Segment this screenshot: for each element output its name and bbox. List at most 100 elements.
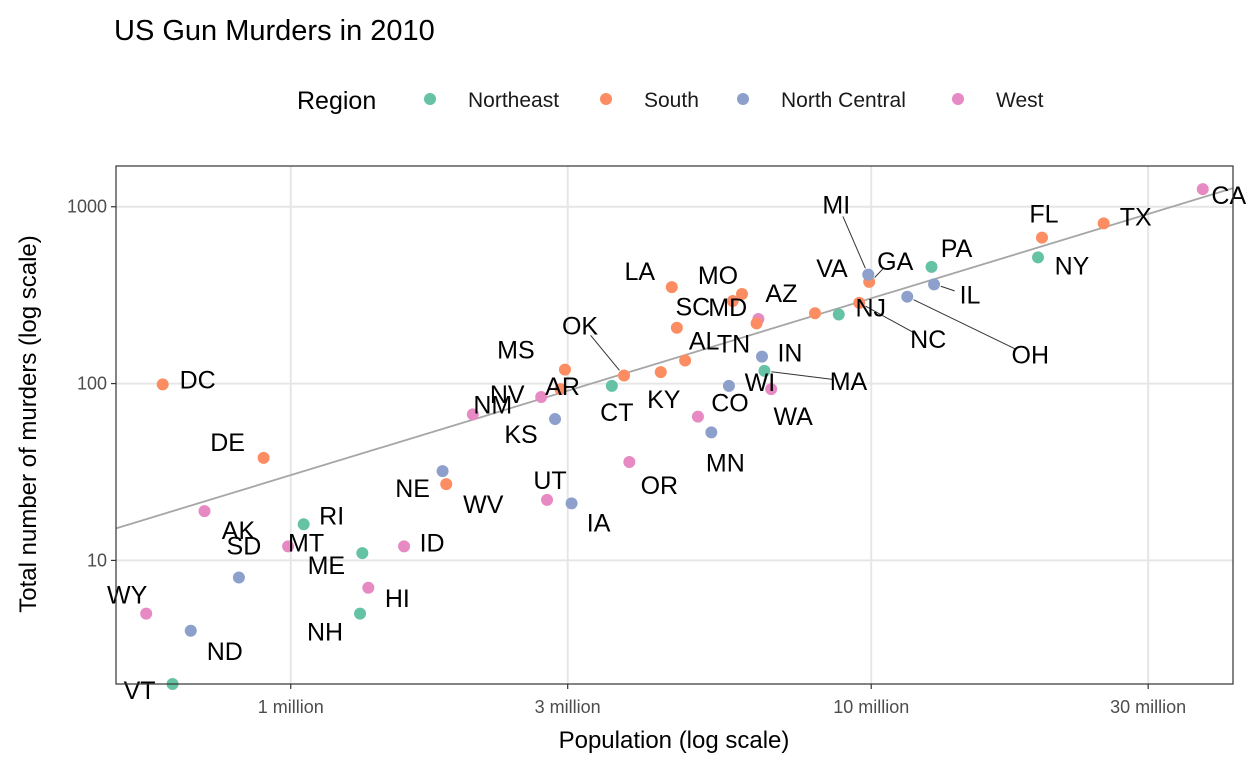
leader-mi bbox=[842, 216, 866, 269]
leader-ok bbox=[590, 335, 620, 371]
point-label-ct: CT bbox=[600, 399, 633, 427]
y-tick-label: 100 bbox=[77, 374, 107, 394]
plot-panel bbox=[115, 165, 1234, 685]
point-ma bbox=[758, 364, 771, 377]
point-nv bbox=[535, 390, 548, 403]
point-label-wy: WY bbox=[107, 582, 148, 610]
point-label-sc: SC bbox=[675, 294, 710, 322]
point-label-oh: OH bbox=[1012, 342, 1050, 370]
point-label-nh: NH bbox=[307, 619, 343, 647]
points bbox=[140, 183, 1209, 690]
point-label-wi: WI bbox=[745, 369, 776, 397]
x-axis-ticks: 1 million 3 million 10 million 30 million bbox=[258, 684, 1186, 717]
point-ak bbox=[198, 505, 211, 518]
point-label-nv: NV bbox=[490, 381, 525, 409]
point-label-me: ME bbox=[308, 552, 346, 580]
point-label-hi: HI bbox=[385, 585, 410, 613]
point-label-mi: MI bbox=[822, 192, 850, 220]
legend-label: Northeast bbox=[468, 89, 559, 112]
point-label-ma: MA bbox=[830, 368, 868, 396]
point-co bbox=[691, 410, 704, 423]
point-label-sd: SD bbox=[227, 533, 262, 561]
point-label-dc: DC bbox=[180, 366, 216, 394]
leader-ma bbox=[771, 371, 833, 380]
legend-key-west bbox=[952, 93, 964, 105]
point-label-pa: PA bbox=[941, 235, 973, 263]
legend-label: North Central bbox=[781, 89, 906, 112]
point-label-de: DE bbox=[210, 429, 245, 457]
point-ca bbox=[1196, 183, 1209, 196]
x-tick-label: 1 million bbox=[258, 697, 324, 717]
legend-key-south bbox=[600, 93, 612, 105]
point-id bbox=[398, 540, 411, 553]
point-wv bbox=[440, 478, 453, 491]
point-or bbox=[623, 456, 636, 469]
leader-oh bbox=[913, 299, 1016, 350]
point-wa bbox=[765, 383, 778, 396]
point-label-al: AL bbox=[689, 328, 720, 356]
point-nj bbox=[832, 308, 845, 321]
point-fl bbox=[1035, 231, 1048, 244]
x-tick-label: 3 million bbox=[535, 697, 601, 717]
point-wi bbox=[722, 379, 735, 392]
point-me bbox=[356, 547, 369, 560]
leader-ga bbox=[874, 268, 884, 278]
point-label-vt: VT bbox=[124, 677, 156, 705]
point-label-nc: NC bbox=[910, 326, 946, 354]
leader-nc bbox=[865, 305, 915, 334]
legend-label: West bbox=[996, 89, 1044, 112]
point-nc bbox=[853, 296, 866, 309]
x-tick-label: 10 million bbox=[833, 697, 909, 717]
point-label-mo: MO bbox=[698, 262, 738, 290]
point-ky bbox=[654, 366, 667, 379]
point-ri bbox=[297, 518, 310, 531]
point-label-mn: MN bbox=[706, 449, 745, 477]
point-label-il: IL bbox=[960, 281, 981, 309]
y-axis-ticks: 10 100 1000 bbox=[67, 197, 116, 570]
point-ia bbox=[565, 497, 578, 510]
point-label-ia: IA bbox=[587, 509, 611, 537]
point-label-md: MD bbox=[708, 294, 747, 322]
point-nm bbox=[466, 408, 479, 421]
point-md bbox=[726, 295, 739, 308]
point-label-va: VA bbox=[816, 255, 848, 283]
label-leaders bbox=[590, 216, 1016, 380]
point-label-mt: MT bbox=[288, 529, 324, 557]
point-label-fl: FL bbox=[1029, 201, 1058, 229]
point-dc bbox=[156, 378, 169, 391]
point-tx bbox=[1097, 217, 1110, 230]
point-label-nm: NM bbox=[473, 391, 512, 419]
leader-il bbox=[940, 285, 955, 292]
point-label-co: CO bbox=[711, 390, 749, 418]
legend: Region Northeast South North Central West bbox=[297, 87, 1044, 115]
point-de bbox=[257, 451, 270, 464]
point-label-nj: NJ bbox=[855, 294, 886, 322]
point-pa bbox=[925, 260, 938, 273]
point-ut bbox=[541, 493, 554, 506]
point-label-in: IN bbox=[777, 340, 802, 368]
point-label-la: LA bbox=[624, 258, 655, 286]
x-axis-title: Population (log scale) bbox=[559, 727, 790, 754]
point-ne bbox=[436, 465, 449, 478]
point-mt bbox=[282, 540, 295, 553]
point-labels: AL AK AZ AR CA CO CT DE DC FL GA HI ID IL IN IA KS KY LA ME… bbox=[107, 182, 1246, 705]
point-label-wa: WA bbox=[774, 403, 814, 431]
point-tn bbox=[750, 317, 763, 330]
point-label-ut: UT bbox=[533, 467, 566, 495]
point-label-ms: MS bbox=[497, 337, 535, 365]
chart-title: US Gun Murders in 2010 bbox=[114, 15, 435, 47]
point-va bbox=[808, 307, 821, 320]
point-mo bbox=[735, 288, 748, 301]
point-label-ky: KY bbox=[647, 386, 681, 414]
point-ny bbox=[1031, 251, 1044, 264]
point-label-ne: NE bbox=[395, 475, 430, 503]
point-mi bbox=[862, 268, 875, 281]
y-tick-label: 10 bbox=[87, 550, 107, 570]
point-hi bbox=[362, 581, 375, 594]
point-ar bbox=[554, 383, 567, 396]
point-label-ak: AK bbox=[222, 517, 256, 545]
point-label-ri: RI bbox=[319, 502, 344, 530]
point-al bbox=[679, 354, 692, 367]
